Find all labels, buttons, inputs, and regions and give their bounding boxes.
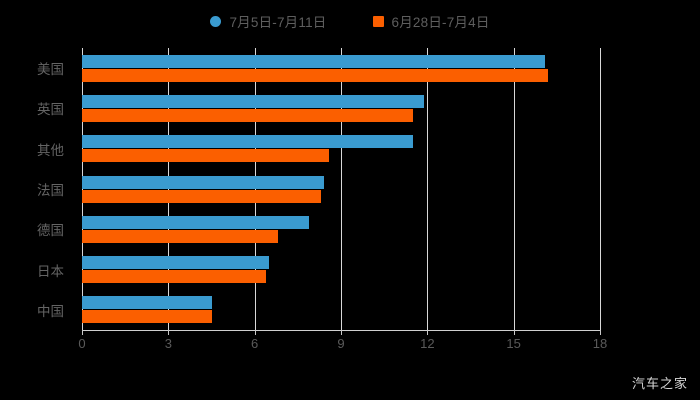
x-tick-label: 18 xyxy=(592,336,608,351)
x-tick-0 xyxy=(82,330,83,335)
bar-英国-series-2[interactable] xyxy=(82,108,413,122)
x-tick-label: 3 xyxy=(164,336,172,351)
watermark: 汽车之家 xyxy=(631,376,688,391)
bar-其他-series-1[interactable] xyxy=(82,135,413,149)
category-label-英国: 英国 xyxy=(37,102,64,118)
bar-法国-series-1[interactable] xyxy=(82,175,324,189)
x-tick-18 xyxy=(600,330,601,335)
legend-item-1[interactable]: 7月5日-7月11日 xyxy=(210,11,326,31)
x-tick-label: 12 xyxy=(420,336,435,351)
bar-日本-series-2[interactable] xyxy=(82,270,267,284)
legend-square-marker-icon xyxy=(372,15,384,27)
bar-德国-series-1[interactable] xyxy=(82,215,310,229)
category-label-其他: 其他 xyxy=(37,142,64,158)
x-tick-label: 9 xyxy=(337,336,345,351)
legend-label: 6月28日-7月4日 xyxy=(391,15,490,30)
gridline-18 xyxy=(600,48,601,330)
chart-legend: 7月5日-7月11日 6月28日-7月4日 xyxy=(0,10,700,32)
bar-美国-series-2[interactable] xyxy=(82,68,549,82)
plot-area xyxy=(82,48,601,330)
x-tick-3 xyxy=(168,330,170,335)
x-tick-9 xyxy=(341,330,342,335)
legend-circle-marker-icon xyxy=(210,15,222,27)
bar-其他-series-2[interactable] xyxy=(82,149,330,163)
category-label-德国: 德国 xyxy=(37,223,64,239)
bar-德国-series-2[interactable] xyxy=(82,229,278,243)
category-axis-labels: 美国英国其他法国德国日本中国 xyxy=(0,48,72,330)
gridline-15 xyxy=(513,48,515,330)
x-tick-label: 15 xyxy=(506,336,521,351)
category-label-法国: 法国 xyxy=(37,183,64,198)
bar-法国-series-2[interactable] xyxy=(82,189,321,203)
bar-英国-series-1[interactable] xyxy=(82,94,425,108)
bar-中国-series-1[interactable] xyxy=(82,296,212,310)
gridline-12 xyxy=(427,48,429,330)
bar-中国-series-2[interactable] xyxy=(82,310,212,324)
category-label-日本: 日本 xyxy=(37,263,64,279)
bar-日本-series-1[interactable] xyxy=(82,256,270,270)
x-tick-15 xyxy=(513,330,515,335)
gridline-3 xyxy=(168,48,170,330)
x-tick-6 xyxy=(254,330,256,335)
x-tick-label: 6 xyxy=(251,336,259,351)
category-label-中国: 中国 xyxy=(37,303,64,319)
gridline-0 xyxy=(82,48,83,330)
legend-item-2[interactable]: 6月28日-7月4日 xyxy=(372,11,490,31)
legend-label: 7月5日-7月11日 xyxy=(229,15,327,30)
x-tick-12 xyxy=(427,330,429,335)
gridline-6 xyxy=(254,48,256,330)
bar-美国-series-1[interactable] xyxy=(82,54,546,68)
gridline-9 xyxy=(341,48,342,330)
x-tick-label: 0 xyxy=(78,336,86,351)
category-label-美国: 美国 xyxy=(37,62,64,78)
